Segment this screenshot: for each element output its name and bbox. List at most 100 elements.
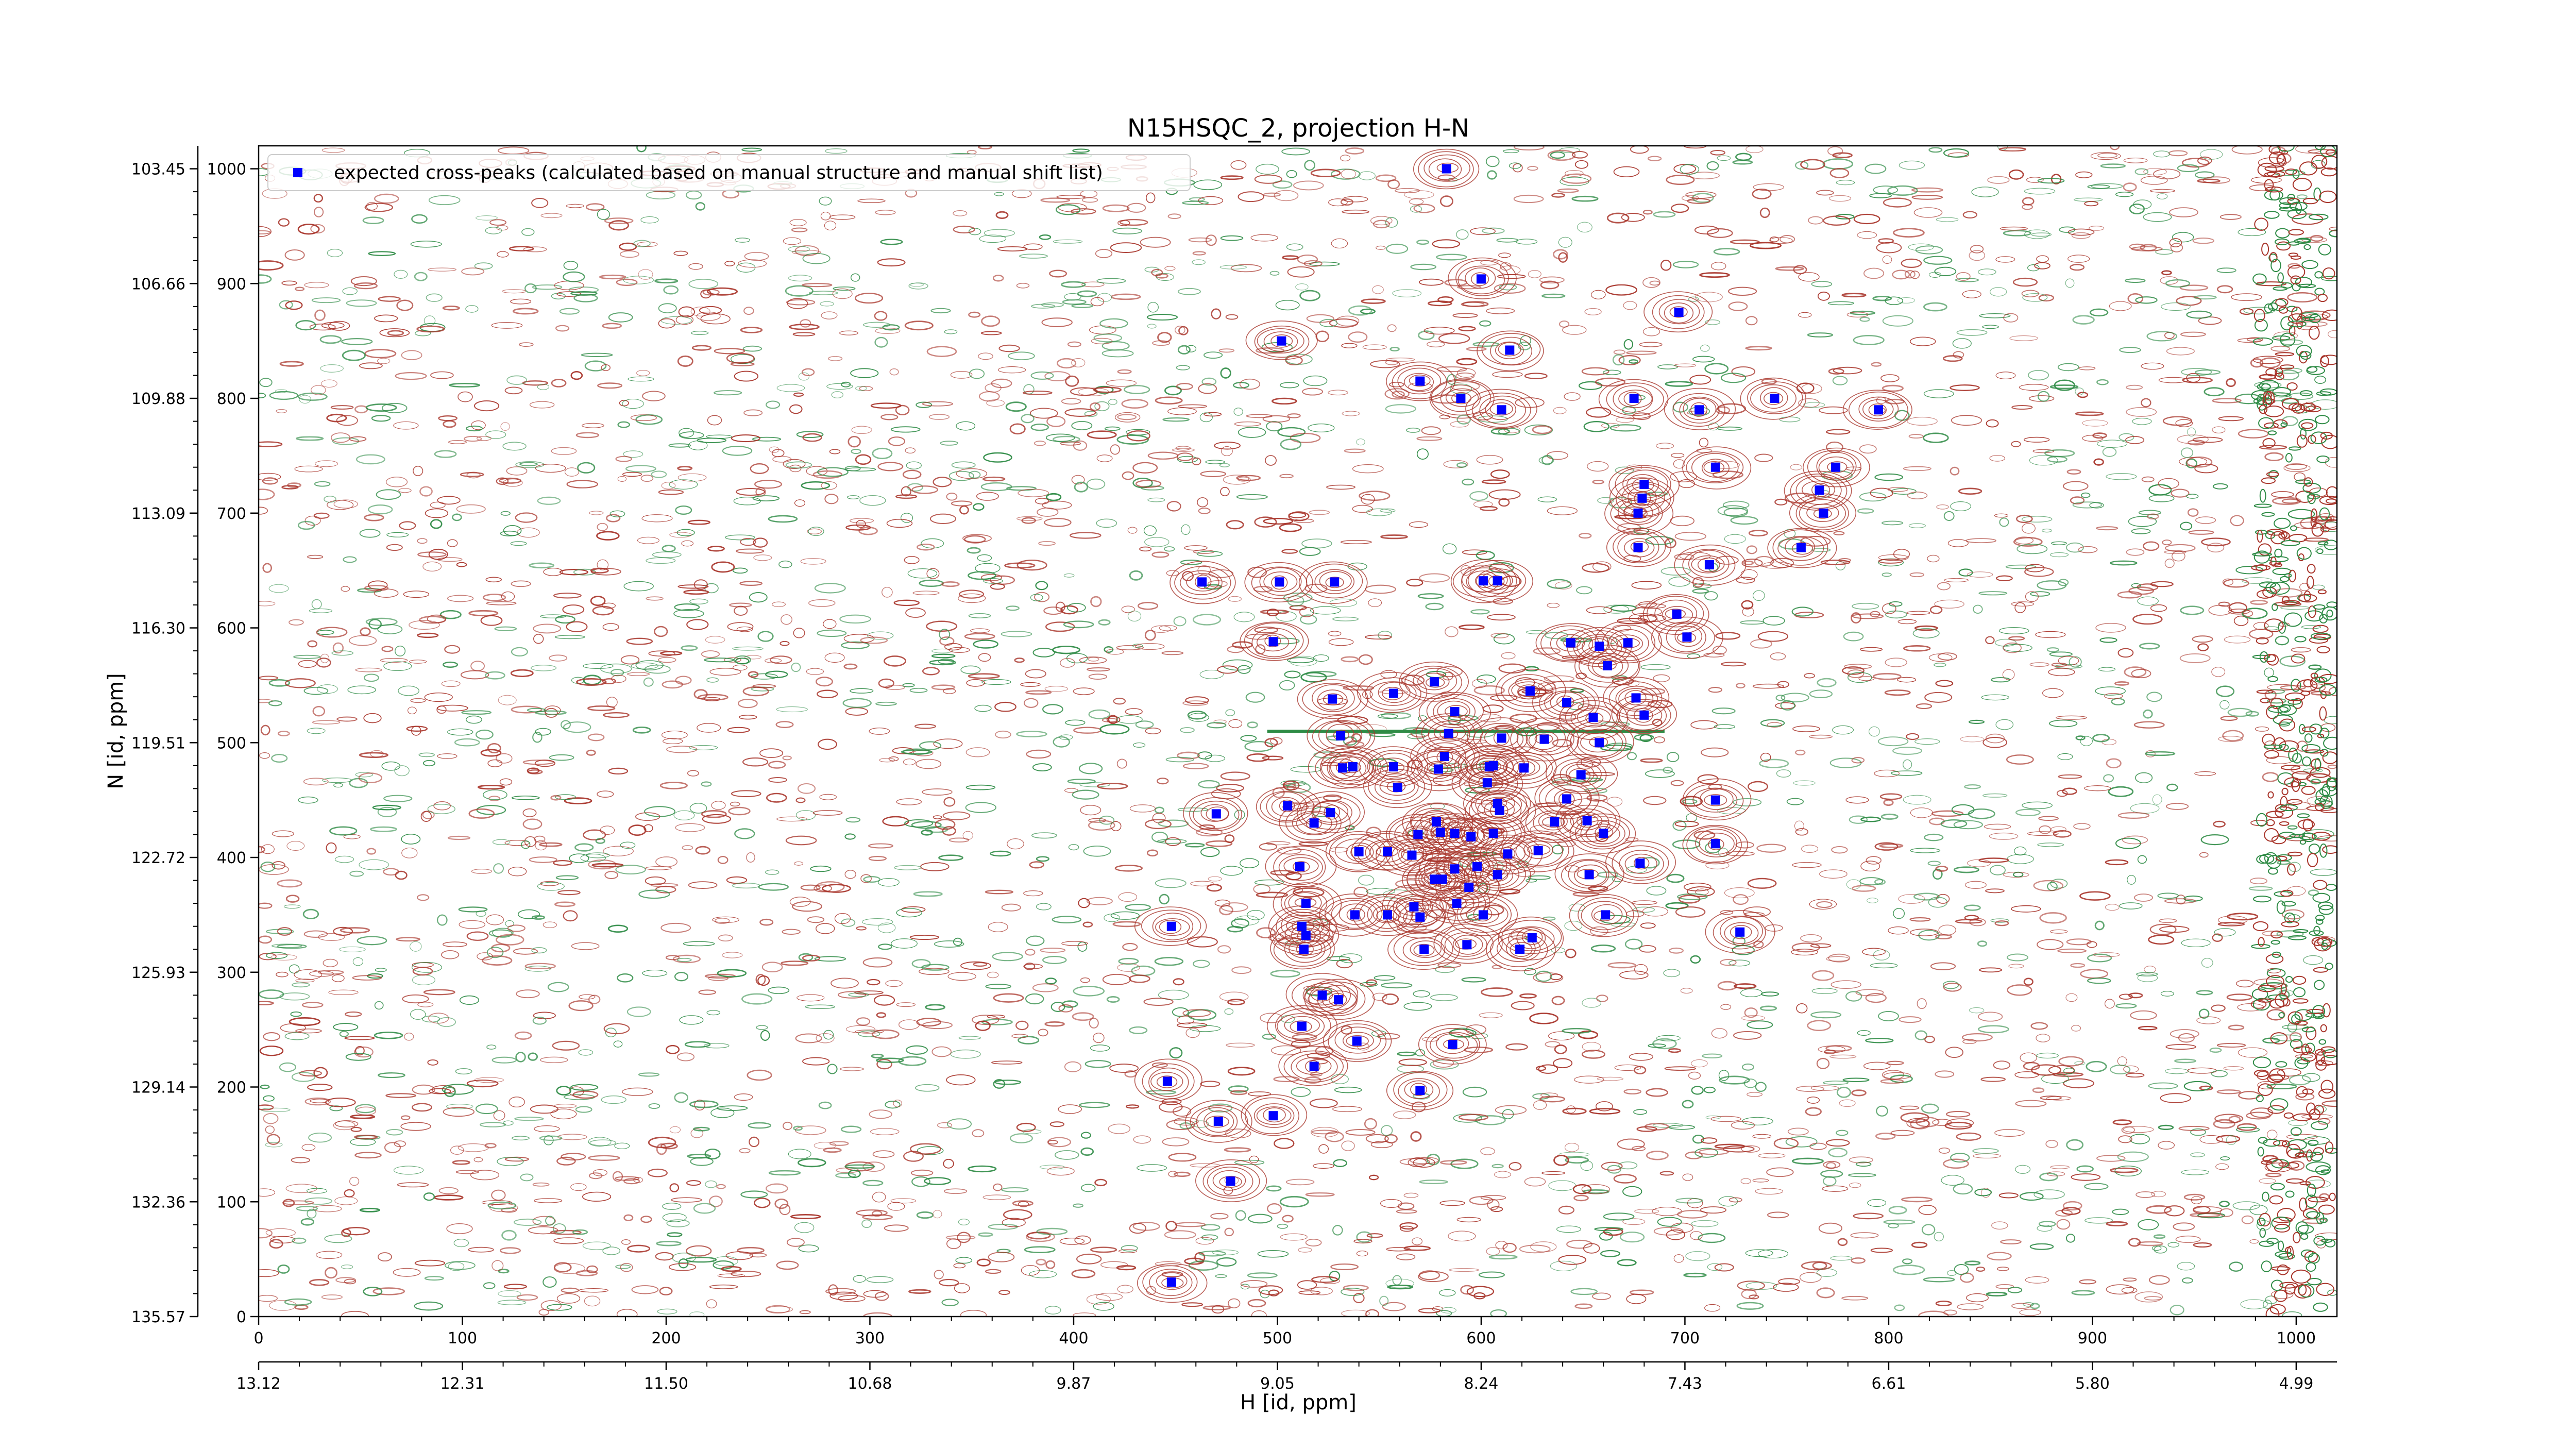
cross-peak-marker	[1623, 638, 1633, 648]
cross-peak-marker	[1268, 1111, 1278, 1121]
cross-peak-marker	[1430, 677, 1439, 687]
x-tick-label: 500	[1263, 1329, 1292, 1347]
cross-peak-marker	[1637, 493, 1647, 503]
legend-box	[267, 154, 1191, 191]
contour-background	[259, 146, 2337, 1317]
cross-peak-marker	[1770, 394, 1780, 403]
cross-peak-marker	[1674, 308, 1684, 317]
cross-peak-marker	[1497, 733, 1506, 743]
x-tick-label: 0	[253, 1329, 263, 1347]
y-axis-index: 0 100 200 300 400 500 600 700 800 900 1000	[207, 161, 259, 1326]
x-tick-label: 200	[651, 1329, 681, 1347]
cross-peak-marker	[1383, 910, 1392, 920]
cross-peak-marker	[1352, 1036, 1362, 1046]
cross-peak-marker	[1295, 862, 1304, 871]
x-tick-label: 100	[448, 1329, 477, 1347]
cross-peak-marker	[1503, 849, 1513, 859]
cross-peak-marker	[1299, 945, 1309, 954]
cross-peak-marker	[1576, 770, 1586, 780]
cross-peak-marker	[1566, 638, 1575, 648]
x-ppm-tick-label: 10.68	[848, 1375, 892, 1393]
legend-label: expected cross-peaks (calculated based o…	[334, 162, 1103, 183]
cross-peak-marker	[1197, 577, 1207, 587]
cross-peak-marker	[1437, 874, 1447, 884]
y-ppm-tick-label: 132.36	[131, 1193, 185, 1211]
cross-peak-marker	[1350, 910, 1360, 920]
cross-peak-marker	[1419, 945, 1429, 954]
y-tick-label: 400	[217, 849, 246, 867]
cross-peak-marker	[1484, 762, 1494, 772]
cross-peak-marker	[1550, 817, 1560, 827]
y-tick-label: 600	[217, 620, 246, 638]
legend-marker	[293, 168, 302, 177]
cross-peak-marker	[1330, 577, 1340, 587]
cross-peak-marker	[1415, 376, 1425, 386]
x-ppm-tick-label: 4.99	[2279, 1375, 2314, 1393]
x-ppm-tick-label: 9.87	[1057, 1375, 1091, 1393]
cross-peak-markers	[1162, 164, 1884, 1287]
cross-peak-marker	[1328, 694, 1337, 704]
x-ppm-tick-label: 8.24	[1464, 1375, 1499, 1393]
y-ppm-tick-label: 106.66	[131, 275, 185, 293]
y-tick-label: 200	[217, 1079, 246, 1097]
x-tick-label: 300	[855, 1329, 885, 1347]
x-axis-label: H [id, ppm]	[1240, 1391, 1357, 1414]
cross-peak-marker	[1415, 1086, 1425, 1096]
cross-peak-marker	[1815, 485, 1824, 495]
cross-peak-marker	[1635, 858, 1645, 868]
cross-peak-marker	[1519, 763, 1529, 773]
cross-peak-marker	[1493, 870, 1502, 880]
y-tick-label: 700	[217, 505, 246, 523]
cross-peak-marker	[1409, 902, 1419, 912]
cross-peak-marker	[1166, 1277, 1176, 1287]
cross-peak-marker	[1599, 829, 1608, 838]
cross-peak-marker	[1704, 560, 1714, 569]
cross-peak-marker	[1317, 990, 1327, 1000]
cross-peak-marker	[1213, 1117, 1223, 1126]
cross-peak-marker	[1388, 688, 1398, 698]
cross-peak-marker	[1796, 543, 1806, 552]
cross-peak-marker	[1452, 899, 1462, 908]
cross-peak-marker	[1533, 846, 1543, 855]
y-ppm-tick-label: 129.14	[131, 1079, 185, 1097]
cross-peak-marker	[1348, 762, 1358, 772]
cross-peak-marker	[1682, 632, 1692, 642]
cross-peak-marker	[1301, 899, 1311, 908]
cross-peak-marker	[1456, 394, 1466, 403]
cross-peak-marker	[1297, 921, 1307, 931]
x-axis-ppm: 13.12 12.31 11.50 10.68 9.87 9.05 8.24 7.43 6.61…	[236, 1362, 2313, 1393]
x-ppm-tick-label: 9.05	[1260, 1375, 1295, 1393]
x-tick-label: 800	[1874, 1329, 1903, 1347]
cross-peak-marker	[1393, 783, 1402, 793]
x-ppm-tick-label: 7.43	[1668, 1375, 1702, 1393]
cross-peak-marker	[1482, 778, 1492, 788]
y-ppm-tick-label: 113.09	[131, 505, 185, 523]
cross-peak-marker	[1388, 762, 1398, 772]
cross-peak-marker	[1505, 345, 1515, 355]
x-ppm-tick-label: 12.31	[440, 1375, 485, 1393]
y-ppm-tick-label: 116.30	[131, 620, 185, 638]
x-tick-label: 900	[2078, 1329, 2107, 1347]
cross-peak-marker	[1275, 577, 1284, 587]
cross-peak-marker	[1301, 931, 1311, 940]
y-tick-label: 500	[217, 734, 246, 752]
cross-peak-marker	[1601, 910, 1611, 920]
cross-peak-marker	[1354, 847, 1364, 856]
cross-peak-marker	[1584, 870, 1594, 880]
cross-peak-marker	[1478, 576, 1488, 586]
x-axis-index: 0 100 200 300 400 500 600 700 800 900 1000	[253, 1317, 2316, 1347]
y-tick-label: 900	[217, 275, 246, 293]
cross-peak-marker	[1631, 693, 1641, 703]
y-axis-ppm: 135.57 132.36 129.14 125.93 122.72 119.51 116.…	[131, 146, 199, 1326]
y-ppm-tick-label: 135.57	[131, 1308, 185, 1326]
cross-peak-marker	[1448, 1040, 1458, 1050]
cross-peak-marker	[1442, 164, 1451, 174]
x-ppm-tick-label: 5.80	[2075, 1375, 2110, 1393]
y-ppm-tick-label: 109.88	[131, 390, 185, 408]
cross-peak-marker	[1527, 933, 1537, 942]
x-tick-label: 600	[1466, 1329, 1496, 1347]
cross-peak-marker	[1430, 874, 1439, 884]
cross-peak-marker	[1603, 661, 1613, 670]
x-tick-label: 700	[1670, 1329, 1700, 1347]
cross-peak-marker	[1639, 710, 1649, 720]
